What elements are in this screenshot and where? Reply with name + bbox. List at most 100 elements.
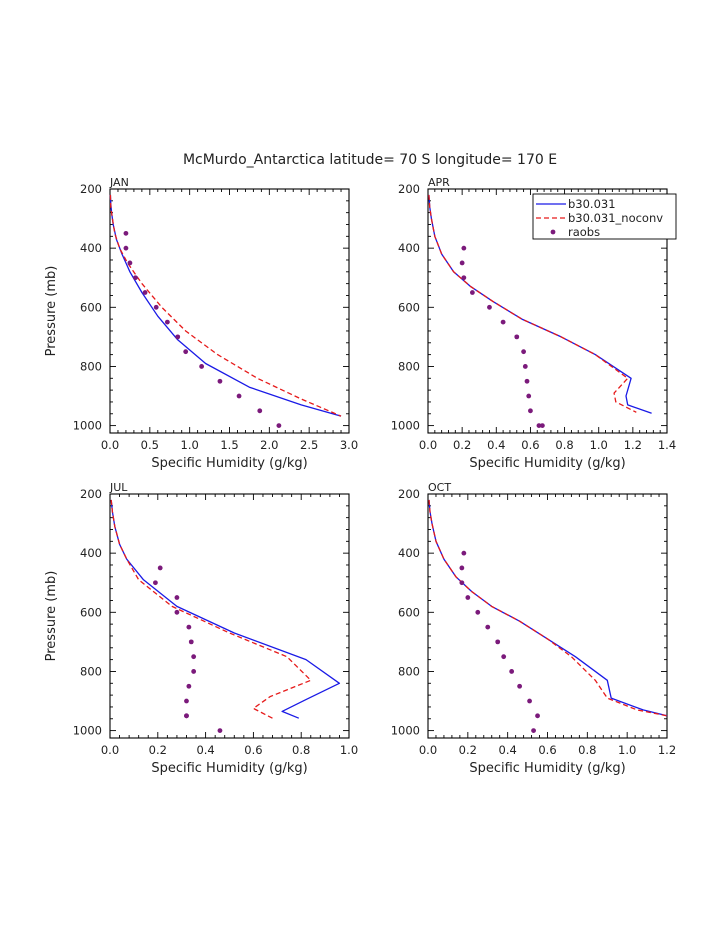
x-tick-label: 1.2 [624,438,642,452]
raobs-point [465,595,471,600]
y-tick-label: 200 [80,487,102,501]
x-tick-label: 0.6 [538,743,556,757]
plot-frame [427,188,668,434]
y-tick-label: 600 [80,300,102,314]
x-axis-label: Specific Humidity (g/kg) [469,456,625,471]
panel-label-jan: JAN [109,176,129,189]
series-line-noconv [428,194,637,413]
x-tick-label: 2.0 [260,438,278,452]
series-line-b30 [109,194,342,417]
raobs-point [501,654,507,660]
raobs-point [153,580,158,586]
raobs-point [133,275,138,281]
raobs-point [461,245,467,251]
raobs-point [276,423,282,429]
y-tick-label: 200 [398,487,420,501]
raobs-point [191,669,197,674]
x-axis-label: Specific Humidity (g/kg) [151,761,307,776]
x-tick-label: 1.0 [340,743,358,757]
raobs-point [175,334,181,340]
raobs-point [514,334,520,340]
raobs-point [174,609,180,615]
raobs-point [174,595,180,600]
y-tick-label: 1000 [73,724,102,738]
legend-label: b30.031_noconv [568,211,663,225]
x-tick-label: 0.4 [487,438,505,452]
raobs-point [527,698,532,704]
raobs-point [485,624,491,630]
x-tick-label: 0.8 [292,743,310,757]
y-tick-label: 400 [80,241,102,255]
raobs-point [475,609,481,615]
x-tick-label: 3.0 [340,438,358,452]
x-tick-label: 0.6 [244,743,262,757]
legend-box [532,193,677,240]
x-tick-label: 0.2 [459,743,477,757]
raobs-point [495,639,501,645]
panel-label-jul: JUL [109,481,128,494]
y-tick-label: 1000 [73,419,102,433]
x-tick-label: 2.5 [300,438,318,452]
x-tick-label: 0.0 [419,743,437,757]
y-tick-label: 1000 [391,419,420,433]
x-tick-label: 0.6 [521,438,539,452]
panel-apr: 0.0 0.2 0.4 0.6 0.8 1.0 1.2 1.4 200 400 600 800 1000… [391,176,676,471]
raobs-point [217,378,223,384]
legend-label: b30.031 [568,197,616,211]
raobs-point [500,319,506,325]
raobs-point [536,423,542,429]
raobs-point [153,304,159,310]
x-tick-label: 0.0 [419,438,437,452]
raobs-point [461,275,467,281]
raobs-point [157,565,163,571]
raobs-point [199,364,205,369]
raobs-point [535,713,540,719]
plot-frame [109,188,350,434]
x-tick-label: 1.0 [181,438,199,452]
legend-swatch-raobs [550,229,556,235]
figure-title: McMurdo_Antarctica latitude= 70 S longit… [183,152,557,168]
raobs-point [142,290,148,295]
plot-frame [427,493,668,739]
y-tick-label: 800 [80,664,102,678]
y-tick-label: 600 [398,605,420,619]
y-axis-label: Pressure (mb) [44,266,59,357]
raobs-point [123,230,129,236]
y-axis-label: Pressure (mb) [44,571,59,662]
raobs-point [459,565,465,571]
raobs-point [509,669,515,674]
x-tick-label: 1.5 [220,438,238,452]
raobs-point [528,408,533,414]
x-tick-label: 1.4 [658,438,676,452]
y-tick-label: 600 [80,605,102,619]
raobs-point [459,260,465,266]
x-tick-label: 0.4 [499,743,517,757]
raobs-point [188,639,194,645]
legend-label: raobs [568,225,600,239]
raobs-point [521,349,526,355]
raobs-point [531,728,536,734]
raobs-point [539,423,545,429]
series-line-noconv [109,194,342,417]
panel-label-apr: APR [428,176,450,189]
y-tick-label: 400 [80,546,102,560]
raobs-point [217,728,223,734]
y-tick-label: 800 [398,359,420,373]
panel-jan: 0.0 0.5 1.0 1.5 2.0 2.5 3.0 200 400 600 800 1000 Spe… [44,176,358,471]
panel-oct: 0.0 0.2 0.4 0.6 0.8 1.0 1.2 200 400 600 800 1000 Spe… [391,481,676,776]
x-axis-label: Specific Humidity (g/kg) [469,761,625,776]
panel-jul: 0.0 0.2 0.4 0.6 0.8 1.0 200 400 600 800 1000 Specif… [44,481,358,776]
raobs-point [469,290,475,295]
raobs-point [487,304,492,310]
x-tick-label: 0.8 [578,743,596,757]
raobs-point [459,580,465,586]
y-tick-label: 200 [80,182,102,196]
raobs-point [186,683,192,689]
series-line-noconv [428,499,668,717]
x-tick-label: 0.2 [149,743,167,757]
raobs-point [524,378,530,384]
series-line-b30 [110,499,341,719]
x-tick-label: 0.2 [453,438,471,452]
